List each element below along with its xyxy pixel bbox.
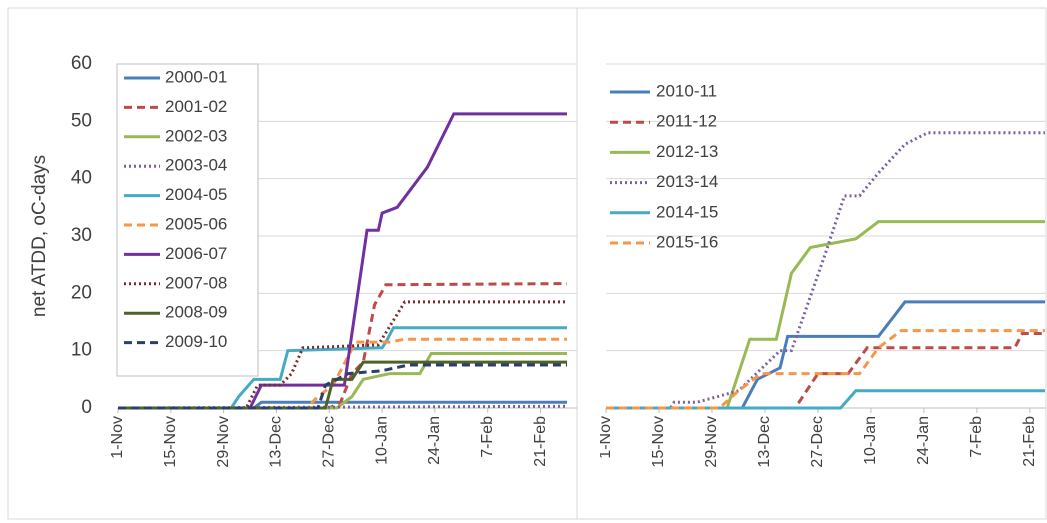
x-tick-label: 29-Nov <box>703 416 720 468</box>
x-tick-label: 10-Jan <box>862 416 879 465</box>
x-tick-label: 15-Nov <box>162 416 179 468</box>
x-tick-label: 27-Dec <box>809 416 826 468</box>
y-tick-label: 50 <box>71 110 92 131</box>
x-tick-label: 27-Dec <box>321 416 338 468</box>
legend-label: 2012-13 <box>656 142 718 161</box>
legend-label: 2003-04 <box>165 156 227 175</box>
x-tick-label: 13-Dec <box>756 416 773 468</box>
x-tick-label: 1-Nov <box>109 416 126 459</box>
y-tick-label: 60 <box>71 53 92 74</box>
x-tick-label: 21-Feb <box>1021 416 1038 467</box>
x-tick-label: 29-Nov <box>215 416 232 468</box>
data-line <box>118 337 567 410</box>
x-tick-label: 1-Nov <box>597 416 614 459</box>
legend-label: 2011-12 <box>656 112 717 131</box>
legend-label: 2002-03 <box>165 126 227 145</box>
legend-label: 2015-16 <box>656 232 718 251</box>
data-line <box>606 300 1045 410</box>
data-line <box>118 300 567 410</box>
legend-label: 2005-06 <box>165 214 227 233</box>
x-tick-label: 24-Jan <box>426 416 443 465</box>
panel-border <box>576 7 1047 520</box>
data-line <box>606 220 1045 410</box>
data-line <box>606 329 1045 410</box>
y-tick-label: 20 <box>71 282 92 303</box>
legend-label: 2001-02 <box>165 97 227 116</box>
legend-box <box>116 63 259 377</box>
data-line <box>118 363 567 410</box>
legend-label: 2013-14 <box>656 172 718 191</box>
x-tick-label: 7-Feb <box>968 416 985 458</box>
plot-area: 1-Nov 15-Nov 29-Nov 13-Dec 27-Dec 10-Jan 24-Ja… <box>109 63 577 468</box>
y-tick-label: 30 <box>71 225 92 246</box>
x-tick-label: 13-Dec <box>268 416 285 468</box>
legend-label: 2008-09 <box>165 303 227 322</box>
legend-label: 2006-07 <box>165 244 227 263</box>
x-tick-label: 15-Nov <box>650 416 667 468</box>
y-tick-label: 0 <box>81 397 92 418</box>
data-line <box>606 331 1045 410</box>
x-tick-label: 21-Feb <box>532 416 549 467</box>
data-line <box>118 112 567 410</box>
x-tick-label: 7-Feb <box>479 416 496 458</box>
plot-area: 1-Nov 15-Nov 29-Nov 13-Dec 27-Dec 10-Jan 24-Ja… <box>597 63 1046 468</box>
x-tick-label: 10-Jan <box>373 416 390 465</box>
y-tick-label: 40 <box>71 168 92 189</box>
legend-label: 2010-11 <box>656 81 717 100</box>
data-line <box>606 389 1045 410</box>
data-line <box>118 326 567 410</box>
legend-label: 2009-10 <box>165 332 227 351</box>
legend-label: 2014-15 <box>656 202 718 221</box>
x-tick-label: 24-Jan <box>915 416 932 465</box>
y-axis-label: net ATDD, oC-days <box>29 155 50 317</box>
legend-label: 2000-01 <box>165 67 227 86</box>
legend-label: 2007-08 <box>165 273 227 292</box>
y-tick-label: 10 <box>71 340 92 361</box>
legend-label: 2004-05 <box>165 185 227 204</box>
